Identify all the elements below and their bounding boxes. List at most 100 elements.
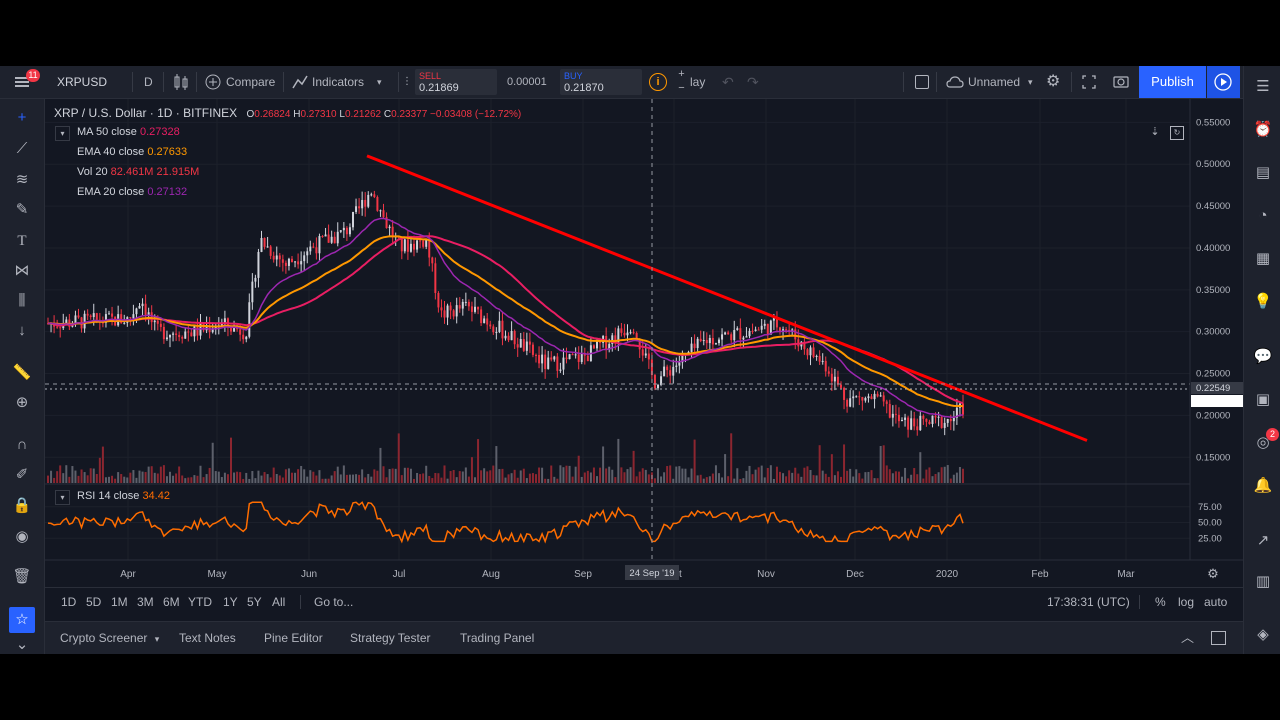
play-button[interactable] [1207, 66, 1240, 98]
maximize-pane-icon[interactable]: ↻ [1170, 126, 1184, 140]
indicator-ma50[interactable]: MA 50 close 0.27328 [77, 126, 180, 138]
crosshair-price-box [1191, 382, 1243, 394]
time-tick-label: Mar [1117, 569, 1135, 580]
crosshair-icon[interactable]: + [17, 109, 27, 126]
tab-pine-editor[interactable]: Pine Editor [264, 631, 323, 645]
volume-bar [879, 445, 882, 483]
lock-icon[interactable]: 🔒 [12, 497, 32, 514]
trend-line-icon[interactable]: ⟋ [16, 140, 28, 157]
volume-bar [583, 472, 586, 483]
chat-icon[interactable]: 💬 [1253, 348, 1273, 365]
percent-toggle[interactable]: % [1155, 595, 1166, 609]
log-toggle[interactable]: log [1178, 595, 1195, 609]
sell-button[interactable]: SELL 0.21869 [415, 69, 497, 95]
indicator-ema40[interactable]: EMA 40 close 0.27633 [77, 146, 187, 158]
magnet-icon[interactable]: ∩ [16, 436, 28, 453]
dom-icon[interactable]: ▥ [1255, 573, 1271, 590]
candle-body [214, 326, 217, 330]
candle-body [632, 332, 635, 334]
help-icon[interactable]: ◈ [1257, 626, 1269, 643]
redo-icon[interactable]: ↷ [747, 74, 759, 90]
trend-up-icon[interactable]: ↗ [1256, 532, 1270, 549]
time-tick-label: Nov [757, 569, 775, 580]
candle-body [388, 226, 391, 229]
menu-icon[interactable] [12, 66, 34, 98]
utc-clock[interactable]: 17:38:31 (UTC) [1047, 595, 1130, 609]
brush-icon[interactable]: ✎ [15, 201, 29, 218]
calendar-icon[interactable]: ▦ [1255, 250, 1271, 267]
goto-button[interactable]: Go to... [314, 595, 354, 609]
range-3m[interactable]: 3M [137, 595, 154, 609]
eye-icon[interactable]: ◉ [15, 528, 29, 545]
streams-icon[interactable]: ▣ [1255, 391, 1271, 408]
indicators-button[interactable]: Indicators ▾ [291, 66, 382, 98]
rsi-collapse-icon[interactable]: ▾ [55, 490, 70, 505]
compare-button[interactable]: Compare [204, 66, 275, 98]
candle-body [144, 303, 147, 315]
expand-icon[interactable] [1081, 66, 1097, 98]
ruler-icon[interactable]: 📏 [12, 364, 32, 381]
indicator-rsi[interactable]: RSI 14 close 34.42 [77, 490, 170, 502]
chevron-up-icon[interactable]: ︿ [1181, 630, 1195, 645]
hotlist-icon[interactable]: ◔ [1258, 207, 1268, 224]
bar-style-icon[interactable] [172, 66, 190, 98]
pencil-lock-icon[interactable]: ✐ [15, 466, 29, 483]
candle-body [275, 255, 278, 260]
replay-button[interactable]: lay [690, 75, 706, 89]
arrow-down-icon[interactable]: ↓ [18, 322, 26, 339]
publish-button[interactable]: Publish [1139, 66, 1206, 98]
range-6m[interactable]: 6M [163, 595, 180, 609]
data-window-icon[interactable]: ▤ [1255, 164, 1271, 181]
zoom-icon[interactable]: ⊕ [15, 394, 29, 411]
range-1m[interactable]: 1M [111, 595, 128, 609]
tab-crypto-screener[interactable]: Crypto Screener ▾ [60, 622, 159, 654]
fib-icon[interactable]: ≋ [15, 171, 29, 188]
volume-bar [788, 470, 791, 483]
legend-collapse-icon[interactable]: ▾ [55, 126, 70, 141]
ideas-icon[interactable]: 💡 [1253, 293, 1273, 310]
prediction-icon[interactable]: ⫼ [18, 292, 26, 309]
info-icon[interactable]: i [649, 73, 667, 91]
candle-body [962, 403, 964, 415]
indicator-vol20[interactable]: Vol 20 82.461M 21.915M [77, 166, 199, 178]
volume-bar [108, 476, 110, 483]
tab-trading-panel[interactable]: Trading Panel [460, 631, 535, 645]
volume-bar [727, 476, 730, 483]
chart-area[interactable]: 0.55000 0.50000 0.45000 0.40000 0.35000 0.300… [45, 99, 1243, 587]
symbol-search[interactable]: XRPUSD [57, 75, 108, 89]
minus-icon[interactable]: − [678, 82, 685, 94]
fullscreen-rect-icon[interactable] [915, 75, 929, 89]
range-1y[interactable]: 1Y [223, 595, 238, 609]
drag-handle-icon[interactable]: ⋮⋮ [402, 76, 422, 87]
buy-button[interactable]: BUY 0.21870 [560, 69, 642, 95]
layout-selector[interactable]: Unnamed ▾ [945, 66, 1033, 98]
alarm-clock-icon[interactable]: ⏰ [1253, 121, 1273, 138]
text-icon[interactable]: T [17, 233, 27, 249]
tab-strategy-tester[interactable]: Strategy Tester [350, 631, 431, 645]
gear-icon[interactable]: ⚙ [1046, 73, 1061, 90]
bell-icon[interactable]: 🔔 [1253, 477, 1273, 494]
watchlist-icon[interactable]: ☰ [1256, 78, 1270, 95]
indicator-ema20[interactable]: EMA 20 close 0.27132 [77, 186, 187, 198]
range-all[interactable]: All [272, 595, 286, 609]
favorites-star-icon[interactable]: ☆ [9, 607, 35, 633]
interval-selector[interactable]: D [144, 75, 153, 89]
camera-icon[interactable] [1112, 66, 1130, 98]
pattern-icon[interactable]: ⋈ [14, 262, 30, 279]
volume-bar [693, 439, 696, 483]
chevron-down-icon[interactable]: ⌄ [15, 636, 29, 653]
trash-icon[interactable]: 🗑 [12, 568, 32, 585]
tab-text-notes[interactable]: Text Notes [179, 631, 236, 645]
candle-body [65, 319, 68, 324]
scroll-down-icon[interactable]: ⇣ [1150, 126, 1160, 138]
undo-icon[interactable]: ↶ [722, 74, 734, 90]
range-1d[interactable]: 1D [61, 595, 77, 609]
maximize-panel-icon[interactable] [1211, 631, 1226, 645]
volume-bar [766, 467, 769, 483]
range-5y[interactable]: 5Y [247, 595, 262, 609]
auto-toggle[interactable]: auto [1204, 595, 1228, 609]
range-5d[interactable]: 5D [86, 595, 102, 609]
range-ytd[interactable]: YTD [188, 595, 212, 609]
plus-icon[interactable]: + [678, 68, 685, 80]
volume-bar [840, 476, 842, 483]
